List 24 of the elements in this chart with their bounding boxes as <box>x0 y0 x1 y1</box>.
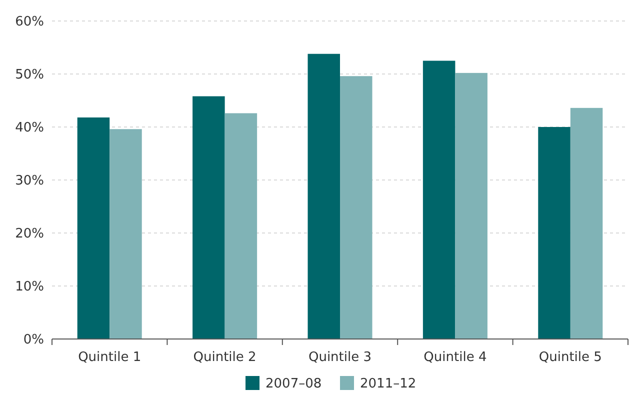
y-tick-label: 60% <box>15 14 44 30</box>
y-tick-label: 10% <box>15 280 44 295</box>
bar <box>77 117 110 339</box>
legend-label: 2011–12 <box>360 376 416 392</box>
bar <box>570 108 603 339</box>
bar <box>455 72 488 339</box>
bar <box>538 127 570 339</box>
x-tick-label: Quintile 2 <box>193 350 256 365</box>
bar <box>340 76 372 339</box>
bar <box>308 54 340 339</box>
y-tick-label: 40% <box>15 120 44 136</box>
x-tick-label: Quintile 5 <box>538 350 602 365</box>
y-tick-label: 20% <box>15 226 44 242</box>
x-tick-label: Quintile 4 <box>424 350 487 365</box>
bar <box>422 60 456 339</box>
y-tick-label: 30% <box>15 174 44 189</box>
legend-label: 2007–08 <box>266 376 322 392</box>
bar <box>192 96 225 339</box>
y-tick-label: 50% <box>15 68 44 83</box>
y-tick-label: 0% <box>23 332 44 348</box>
x-tick-label: Quintile 3 <box>308 350 372 365</box>
x-tick-label: Quintile 1 <box>78 350 142 365</box>
bar <box>224 113 258 339</box>
bar <box>110 129 142 339</box>
